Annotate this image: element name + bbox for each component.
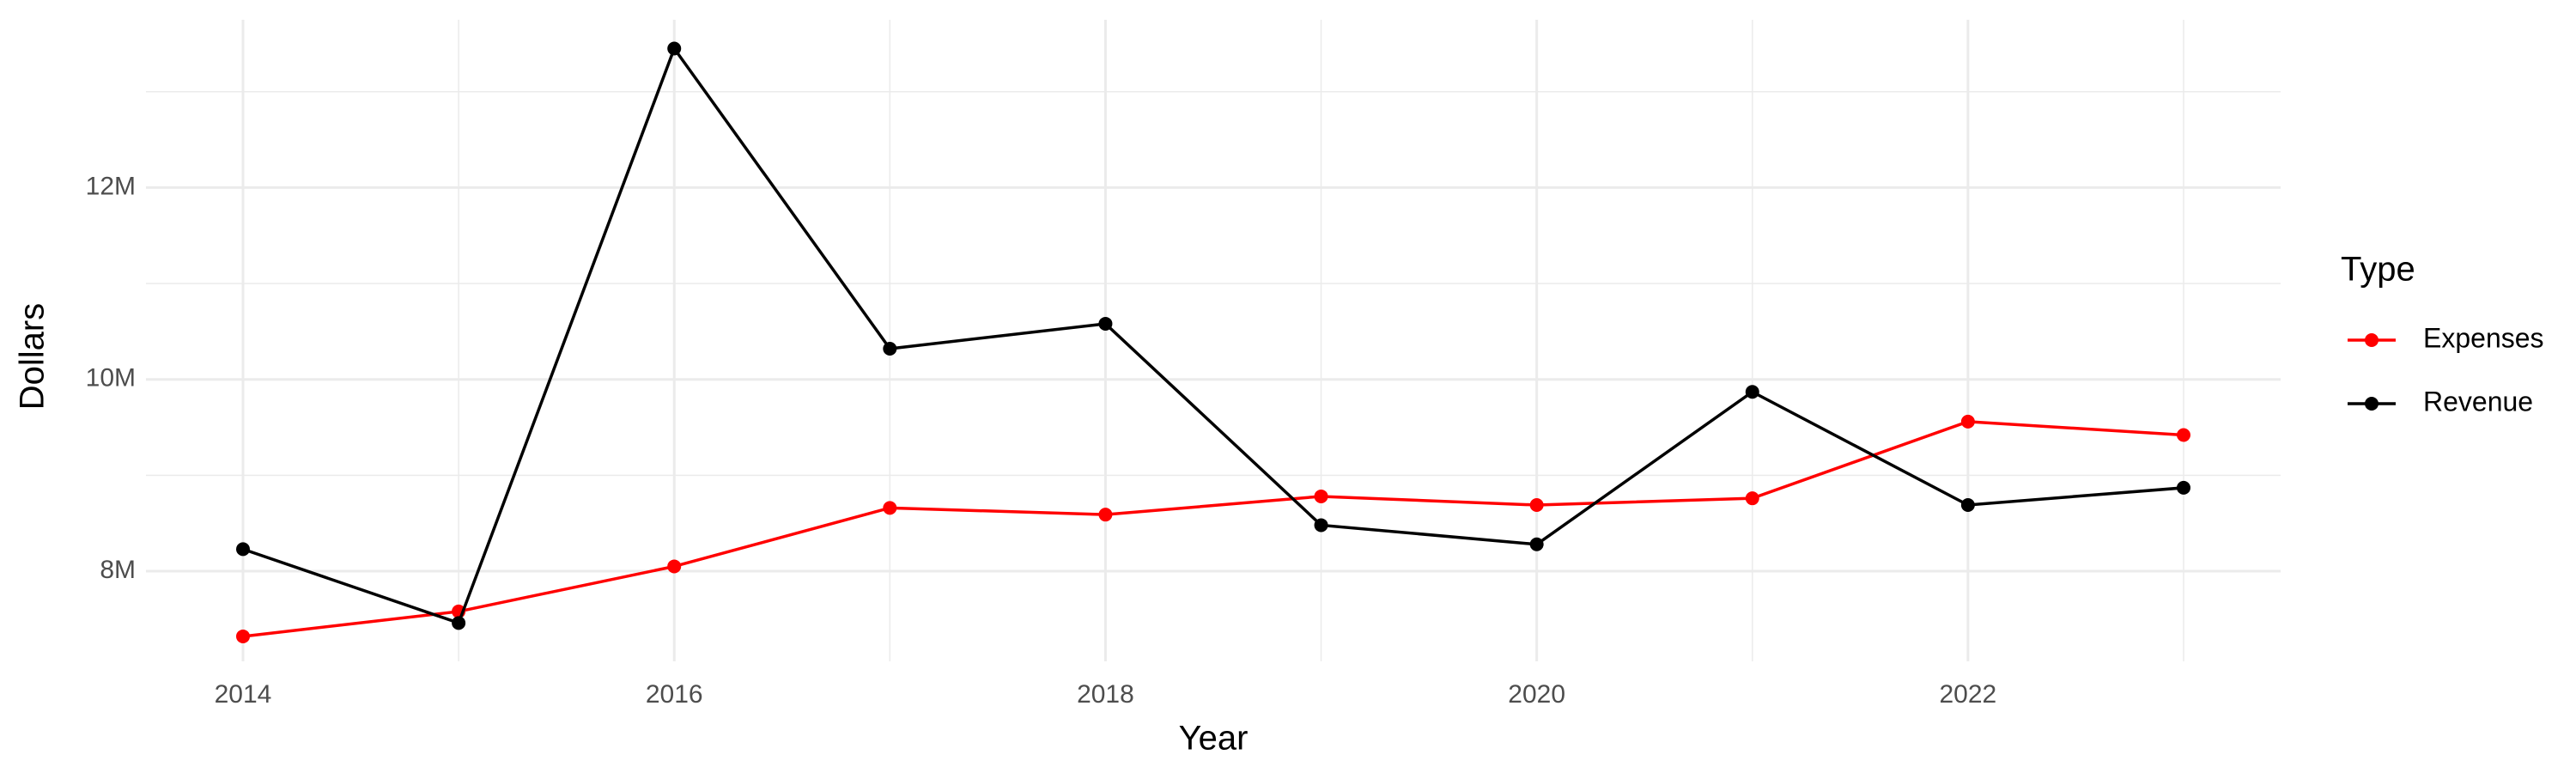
data-point bbox=[667, 559, 682, 574]
y-tick-label: 12M bbox=[86, 172, 136, 200]
x-tick-label: 2018 bbox=[1077, 680, 1134, 709]
legend-title: Type bbox=[2341, 251, 2415, 289]
series-line bbox=[242, 45, 2184, 625]
data-point bbox=[1745, 491, 1759, 506]
data-point bbox=[1098, 508, 1113, 522]
data-point bbox=[883, 341, 897, 356]
data-point bbox=[1529, 497, 1544, 512]
x-tick-label: 2016 bbox=[646, 680, 703, 709]
data-point bbox=[452, 616, 466, 630]
x-tick-label: 2020 bbox=[1508, 680, 1565, 709]
data-point bbox=[2177, 428, 2190, 442]
legend-key-point bbox=[2365, 333, 2379, 347]
y-axis-title: Dollars bbox=[14, 303, 52, 410]
x-axis-title: Year bbox=[1179, 720, 1249, 758]
data-point bbox=[1314, 518, 1328, 533]
data-point bbox=[1745, 385, 1759, 399]
legend-key-point bbox=[2365, 397, 2379, 411]
data-point bbox=[1960, 497, 1975, 512]
x-tick-label: 2014 bbox=[215, 680, 272, 709]
y-tick-label: 10M bbox=[86, 364, 136, 393]
data-point bbox=[236, 542, 250, 557]
legend-label: Revenue bbox=[2423, 386, 2533, 417]
data-point bbox=[236, 629, 250, 643]
data-point bbox=[1529, 537, 1544, 551]
x-tick-label: 2022 bbox=[1940, 680, 1997, 709]
data-point bbox=[1960, 414, 1975, 429]
legend-label: Expenses bbox=[2423, 322, 2544, 353]
data-point bbox=[883, 501, 897, 515]
data-point bbox=[1314, 489, 1328, 503]
series-line bbox=[242, 420, 2184, 638]
data-point bbox=[2177, 480, 2190, 495]
data-point bbox=[1098, 316, 1113, 331]
data-point bbox=[667, 41, 682, 56]
y-tick-label: 8M bbox=[100, 556, 136, 584]
